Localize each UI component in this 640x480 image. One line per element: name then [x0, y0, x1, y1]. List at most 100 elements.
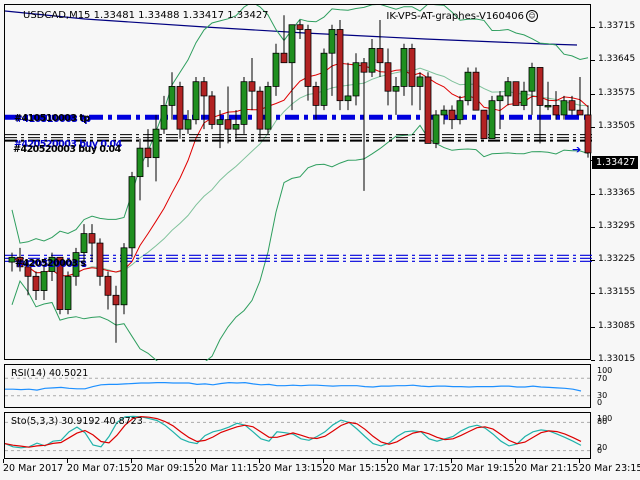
time-tick [3, 459, 4, 463]
time-tick [515, 459, 516, 463]
candle [80, 224, 88, 263]
candle [288, 24, 296, 111]
price-tick [591, 93, 595, 95]
time-label: 20 Mar 21:15 [515, 463, 579, 474]
time-tick [323, 459, 324, 463]
candle [144, 129, 152, 168]
price-label: 1.33715 [598, 21, 636, 31]
candle [352, 53, 360, 106]
candle [344, 62, 352, 111]
time-tick [579, 459, 580, 463]
candle [272, 43, 280, 96]
price-tick [591, 126, 595, 128]
candle [408, 43, 416, 106]
price-label: 1.33085 [598, 320, 636, 331]
candle [72, 247, 80, 286]
candle [512, 81, 520, 106]
tp-order-label-shadow: #410510003 tp [15, 114, 91, 125]
candle [320, 48, 328, 111]
price-chart[interactable]: ➔ [5, 5, 592, 361]
time-tick [195, 459, 196, 463]
candle [368, 38, 376, 77]
candle [208, 91, 216, 130]
sto-level-0: 0 [597, 446, 603, 455]
candle [304, 24, 312, 101]
candle [256, 86, 264, 139]
candle [448, 105, 456, 130]
rsi-level-100: 100 [597, 366, 613, 375]
stochastic-chart[interactable] [5, 413, 592, 460]
candle [416, 72, 424, 111]
rsi-level-30: 30 [597, 391, 608, 400]
candle [128, 171, 136, 258]
candle [528, 62, 536, 115]
candle [432, 110, 440, 149]
time-tick [387, 459, 388, 463]
stochastic-panel[interactable]: Sto(5,3,3) 30.9192 40.8723 [4, 412, 592, 460]
time-label: 20 Mar 15:15 [323, 463, 387, 474]
price-label: 1.33365 [598, 187, 636, 198]
candle [552, 91, 560, 120]
time-label: 20 Mar 17:15 [387, 463, 451, 474]
candle [104, 271, 112, 310]
price-label: 1.33225 [598, 254, 636, 265]
time-label: 20 Mar 11:15 [195, 463, 259, 474]
sto-level-100: 100 [597, 414, 613, 423]
sto-level-20: 20 [597, 443, 608, 452]
candle [136, 138, 144, 201]
candle [584, 105, 592, 158]
time-tick [67, 459, 68, 463]
smiley-icon: ☺ [526, 10, 538, 22]
candle [392, 76, 400, 115]
candle [424, 72, 432, 144]
candle [472, 67, 480, 111]
candle [64, 271, 72, 315]
price-label: 1.33505 [598, 120, 636, 131]
candle [240, 76, 248, 134]
tp-order-label: #410510003 tp [14, 113, 90, 124]
candle [312, 81, 320, 120]
expert-advisor-label: IK-VPS-AT-graphes-V160406 ☺ [386, 10, 538, 22]
candle [88, 224, 96, 263]
candle [376, 19, 384, 77]
candle [96, 238, 104, 286]
candle [112, 285, 120, 343]
rsi-level-0: 0 [597, 398, 603, 407]
candle [24, 262, 32, 296]
price-label: 1.33645 [598, 54, 636, 65]
candle [440, 105, 448, 125]
rsi-chart[interactable] [5, 365, 592, 409]
candle [176, 81, 184, 139]
candle [120, 243, 128, 315]
sl-order-label: #420520003 s [15, 258, 86, 269]
time-tick [259, 459, 260, 463]
candle [296, 19, 304, 39]
price-tick [591, 193, 595, 195]
buy-order-label-2: #420520003 buy 0.04 [13, 144, 121, 155]
price-tick [591, 326, 595, 328]
candle [232, 110, 240, 139]
candle [192, 76, 200, 125]
price-tick [591, 27, 595, 28]
candle [8, 252, 16, 272]
candle [168, 72, 176, 120]
price-tick [591, 226, 595, 228]
candle [248, 57, 256, 111]
candle [488, 95, 496, 140]
candle [264, 81, 272, 134]
candle [568, 95, 576, 115]
candle [224, 86, 232, 144]
rsi-panel[interactable]: RSI(14) 40.5021 [4, 364, 592, 409]
time-label: 20 Mar 13:15 [259, 463, 323, 474]
candle [544, 81, 552, 111]
time-label: 20 Mar 23:15 [579, 463, 640, 474]
time-label: 20 Mar 07:15 [67, 463, 131, 474]
price-label: 1.33295 [598, 220, 636, 231]
candle [384, 48, 392, 106]
price-tick [591, 360, 595, 361]
main-chart-panel[interactable]: ➔ USDCAD,M15 1.33481 1.33488 1.33417 1.3… [4, 4, 592, 361]
sto-level-80: 80 [597, 417, 608, 426]
candle [560, 95, 568, 120]
candle [40, 266, 48, 301]
time-label: 20 Mar 09:15 [131, 463, 195, 474]
